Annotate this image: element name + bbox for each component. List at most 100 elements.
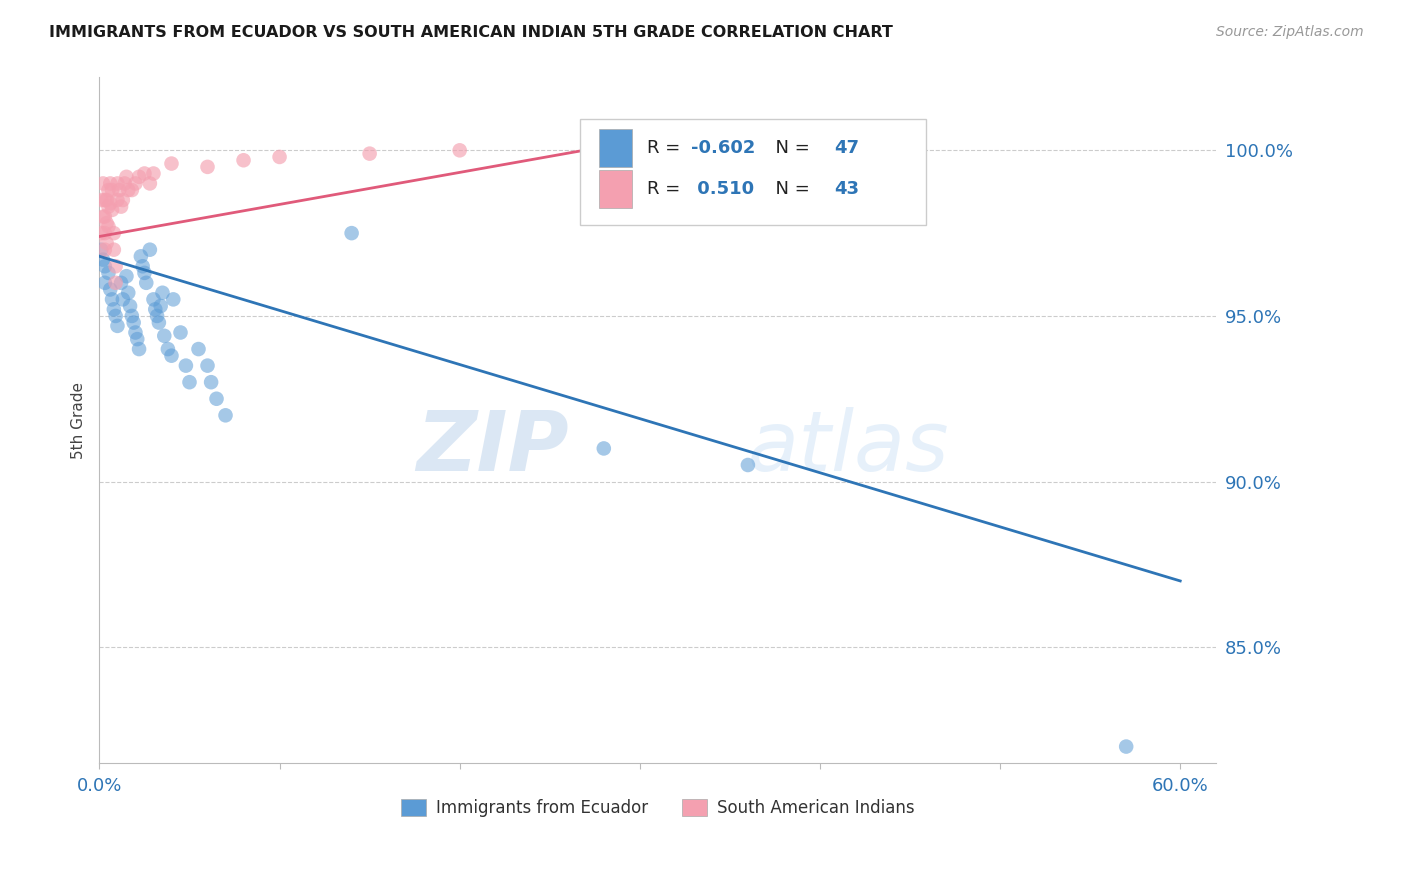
Point: [139, 177, 162, 191]
Point: [340, 226, 363, 240]
Point: [174, 359, 197, 373]
Text: R =: R =: [647, 139, 686, 157]
Point: [94, 243, 117, 257]
Point: [197, 359, 219, 373]
Point: [205, 392, 228, 406]
Point: [107, 177, 129, 191]
Point: [107, 318, 129, 333]
Point: [269, 150, 291, 164]
Point: [101, 183, 124, 197]
Point: [152, 285, 174, 300]
Point: [111, 193, 134, 207]
Point: [179, 375, 201, 389]
Point: [127, 332, 149, 346]
Point: [103, 302, 125, 317]
Text: N =: N =: [763, 139, 815, 157]
Point: [110, 276, 132, 290]
Text: -0.602: -0.602: [692, 139, 755, 157]
Point: [121, 183, 143, 197]
Point: [628, 146, 651, 161]
Bar: [599, 170, 633, 208]
Point: [129, 249, 152, 263]
Point: [101, 202, 124, 217]
Text: N =: N =: [763, 180, 815, 198]
Point: [101, 293, 124, 307]
Point: [97, 266, 120, 280]
Point: [104, 259, 127, 273]
Point: [142, 167, 165, 181]
Point: [737, 458, 759, 472]
Point: [162, 293, 184, 307]
Point: [110, 200, 132, 214]
Point: [94, 226, 117, 240]
Point: [143, 302, 166, 317]
Point: [117, 285, 139, 300]
Point: [146, 309, 169, 323]
Point: [98, 177, 121, 191]
Point: [91, 210, 114, 224]
Point: [160, 156, 183, 170]
Point: [148, 316, 170, 330]
Point: [131, 259, 153, 273]
Point: [91, 177, 114, 191]
Point: [122, 316, 145, 330]
Bar: [599, 129, 633, 167]
Point: [120, 299, 142, 313]
Point: [134, 266, 156, 280]
Point: [97, 200, 120, 214]
Point: [156, 342, 179, 356]
Point: [97, 183, 120, 197]
Point: [114, 177, 136, 191]
Point: [90, 226, 112, 240]
Point: [98, 196, 121, 211]
Point: [103, 243, 125, 257]
Point: [111, 293, 134, 307]
Point: [90, 243, 112, 257]
Text: atlas: atlas: [747, 408, 949, 488]
Point: [359, 146, 381, 161]
Point: [1115, 739, 1137, 754]
Text: Source: ZipAtlas.com: Source: ZipAtlas.com: [1216, 25, 1364, 39]
Point: [98, 282, 121, 296]
Point: [124, 326, 146, 340]
Point: [200, 375, 222, 389]
Point: [94, 210, 117, 224]
Point: [135, 276, 157, 290]
Point: [128, 169, 150, 184]
Point: [107, 193, 129, 207]
Point: [214, 409, 236, 423]
Point: [592, 442, 614, 456]
Point: [197, 160, 219, 174]
Point: [115, 269, 138, 284]
Legend: Immigrants from Ecuador, South American Indians: Immigrants from Ecuador, South American …: [395, 792, 921, 823]
Text: 47: 47: [834, 139, 859, 157]
Text: IMMIGRANTS FROM ECUADOR VS SOUTH AMERICAN INDIAN 5TH GRADE CORRELATION CHART: IMMIGRANTS FROM ECUADOR VS SOUTH AMERICA…: [49, 25, 893, 40]
Point: [232, 153, 254, 168]
FancyBboxPatch shape: [579, 119, 927, 225]
Point: [121, 309, 143, 323]
Point: [96, 216, 118, 230]
Point: [117, 183, 139, 197]
Point: [94, 276, 117, 290]
Point: [128, 342, 150, 356]
Y-axis label: 5th Grade: 5th Grade: [72, 382, 86, 458]
Point: [134, 167, 156, 181]
Point: [153, 328, 176, 343]
Point: [96, 193, 118, 207]
Point: [108, 183, 131, 197]
Point: [97, 219, 120, 234]
Point: [149, 299, 172, 313]
Point: [91, 252, 114, 267]
Point: [94, 193, 117, 207]
Text: 43: 43: [834, 180, 859, 198]
Point: [90, 193, 112, 207]
Point: [104, 309, 127, 323]
Point: [169, 326, 191, 340]
Point: [124, 177, 146, 191]
Point: [142, 293, 165, 307]
Point: [139, 243, 162, 257]
Point: [115, 169, 138, 184]
Point: [187, 342, 209, 356]
Text: 0.510: 0.510: [692, 180, 755, 198]
Point: [449, 144, 471, 158]
